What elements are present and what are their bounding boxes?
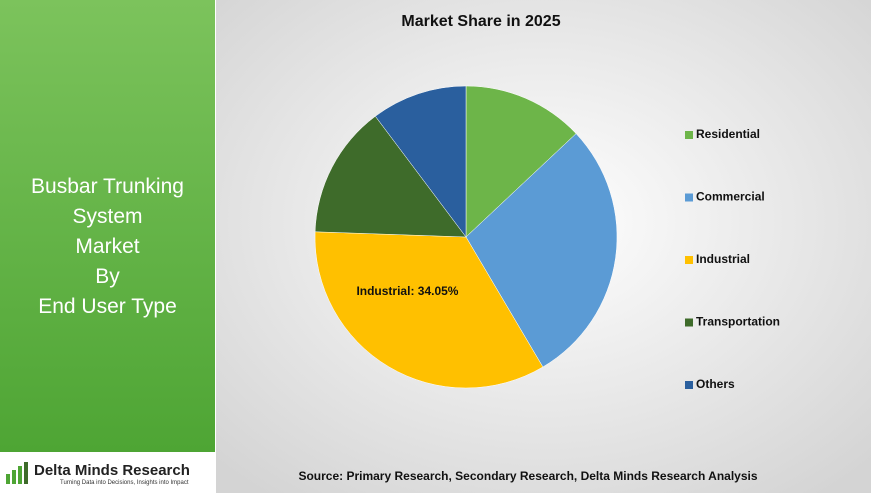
data-label: Industrial: 34.05% [356,284,458,298]
legend-swatch [685,381,693,389]
logo-name: Delta Minds Research [34,462,190,479]
pie-slice [314,231,544,389]
legend-label: Industrial [696,252,750,266]
chart-title: Market Share in 2025 [401,13,560,30]
chart: Market Share in 2025 Source: Primary Res… [216,0,871,493]
legend-label: Residential [696,127,760,141]
panel-title-line: Market [75,235,140,258]
pie-slice [465,85,577,238]
panel-title-line: Busbar Trunking [31,175,184,198]
legend-label: Transportation [696,315,780,329]
logo-icon [6,462,28,484]
left-panel: Busbar Trunking System Market By End User Ty… [0,0,215,452]
legend-label: Commercial [696,190,765,204]
legend-swatch [685,131,693,139]
legend-swatch [685,193,693,202]
logo: Delta Minds Research Turning Data into D… [0,452,215,493]
panel-title-line: By [95,265,120,288]
logo-tagline: Turning Data into Decisions, Insights in… [60,480,189,486]
panel-title-line: End User Type [38,295,177,318]
pie-slice [314,115,467,238]
legend-swatch [685,256,693,264]
legend-swatch [685,318,693,327]
pie-slice [465,133,618,368]
legend-label: Others [696,377,735,391]
panel-title-line: System [72,205,143,228]
source-note: Source: Primary Research, Secondary Rese… [298,469,757,483]
panel-title: Busbar Trunking System Market By End User Ty… [0,172,215,322]
pie-slice [374,85,467,238]
